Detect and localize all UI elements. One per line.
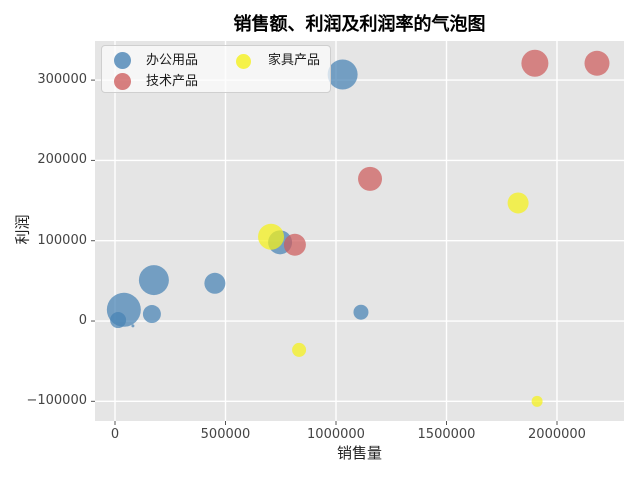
bubble-办公用品 bbox=[327, 59, 358, 90]
legend-marker-tech-products bbox=[114, 73, 131, 90]
plot-panel bbox=[95, 41, 624, 421]
bubble-办公用品 bbox=[204, 272, 226, 294]
x-tick-label: 0 bbox=[110, 427, 120, 442]
legend-label-office-supplies: 办公用品 bbox=[146, 53, 199, 68]
bubble-技术产品 bbox=[584, 50, 610, 76]
bubble-办公用品 bbox=[138, 265, 169, 296]
bubble-办公用品 bbox=[106, 292, 141, 327]
y-tick-label: 200000 bbox=[37, 152, 87, 168]
bubble-办公用品 bbox=[142, 305, 161, 324]
legend-marker-furniture-products bbox=[236, 54, 251, 69]
bubble-办公用品 bbox=[131, 324, 135, 328]
x-axis-label: 销售量 bbox=[336, 444, 382, 462]
y-tick-label: 0 bbox=[78, 313, 87, 329]
legend-label-tech-products: 技术产品 bbox=[146, 74, 199, 89]
x-tick-label: 1000000 bbox=[307, 427, 365, 442]
bubble-家具产品 bbox=[507, 192, 529, 214]
y-axis-label: 利润 bbox=[13, 214, 32, 245]
x-tick-label: 1500000 bbox=[417, 427, 476, 442]
bubble-家具产品 bbox=[531, 395, 543, 407]
legend: 办公用品 技术产品 家具产品 bbox=[101, 45, 331, 93]
chart-title: 销售额、利润及利润率的气泡图 bbox=[233, 14, 486, 35]
bubble-家具产品 bbox=[258, 223, 285, 250]
bubble-技术产品 bbox=[358, 166, 383, 191]
bubble-技术产品 bbox=[521, 49, 549, 77]
legend-label-furniture-products: 家具产品 bbox=[268, 53, 321, 68]
x-tick-label: 2000000 bbox=[528, 427, 586, 442]
y-tick-label: 100000 bbox=[37, 232, 87, 248]
x-tick-label: 500000 bbox=[200, 427, 251, 442]
y-tick-label: −100000 bbox=[26, 393, 87, 409]
bubble-技术产品 bbox=[283, 233, 306, 256]
bubble-家具产品 bbox=[292, 342, 307, 357]
legend-marker-office-supplies bbox=[114, 52, 131, 69]
y-tick-label: 300000 bbox=[37, 72, 87, 88]
bubble-办公用品 bbox=[353, 304, 369, 320]
